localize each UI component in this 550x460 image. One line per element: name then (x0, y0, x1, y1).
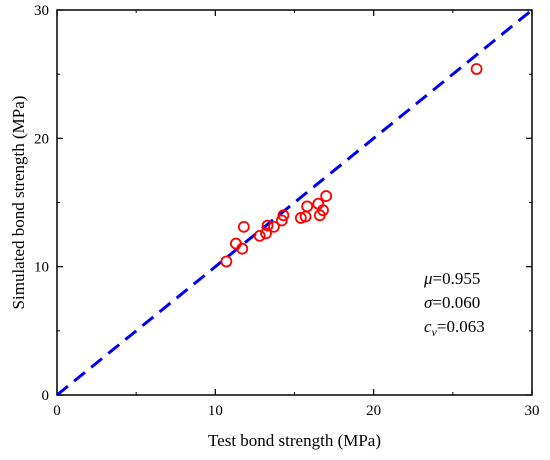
data-point (277, 209, 290, 222)
stat-sigma: σ=0.060 (424, 293, 480, 312)
data-points (220, 63, 483, 268)
stat-cv: cv=0.063 (424, 317, 485, 339)
axis-ticks (56, 9, 533, 396)
data-point (320, 190, 333, 202)
y-tick-label: 10 (34, 260, 49, 276)
y-tick-label: 20 (34, 131, 49, 147)
data-point (260, 227, 272, 240)
x-tick-label: 0 (53, 403, 61, 419)
data-point (317, 204, 329, 217)
data-point (220, 255, 233, 268)
data-point (470, 63, 483, 75)
data-point (301, 200, 314, 213)
data-point (237, 220, 250, 233)
x-tick-label: 10 (208, 403, 223, 419)
y-tick-label: 0 (42, 388, 50, 404)
x-tick-label: 20 (366, 403, 381, 419)
tick-labels: 0 10 20 30 0 10 20 30 (34, 3, 540, 419)
y-tick-label: 30 (34, 3, 49, 19)
data-point (275, 214, 288, 227)
x-axis-label: Test bond strength (MPa) (208, 431, 381, 450)
data-point (236, 242, 249, 255)
x-tick-label: 30 (525, 403, 540, 419)
reference-line-y-equals-x (56, 8, 533, 397)
y-axis-label: Simulated bond strength (MPa) (9, 96, 28, 310)
data-point (294, 211, 307, 224)
stat-mu: μ=0.955 (423, 269, 480, 288)
data-point (261, 219, 274, 232)
data-point (253, 229, 266, 242)
data-point (268, 220, 280, 233)
